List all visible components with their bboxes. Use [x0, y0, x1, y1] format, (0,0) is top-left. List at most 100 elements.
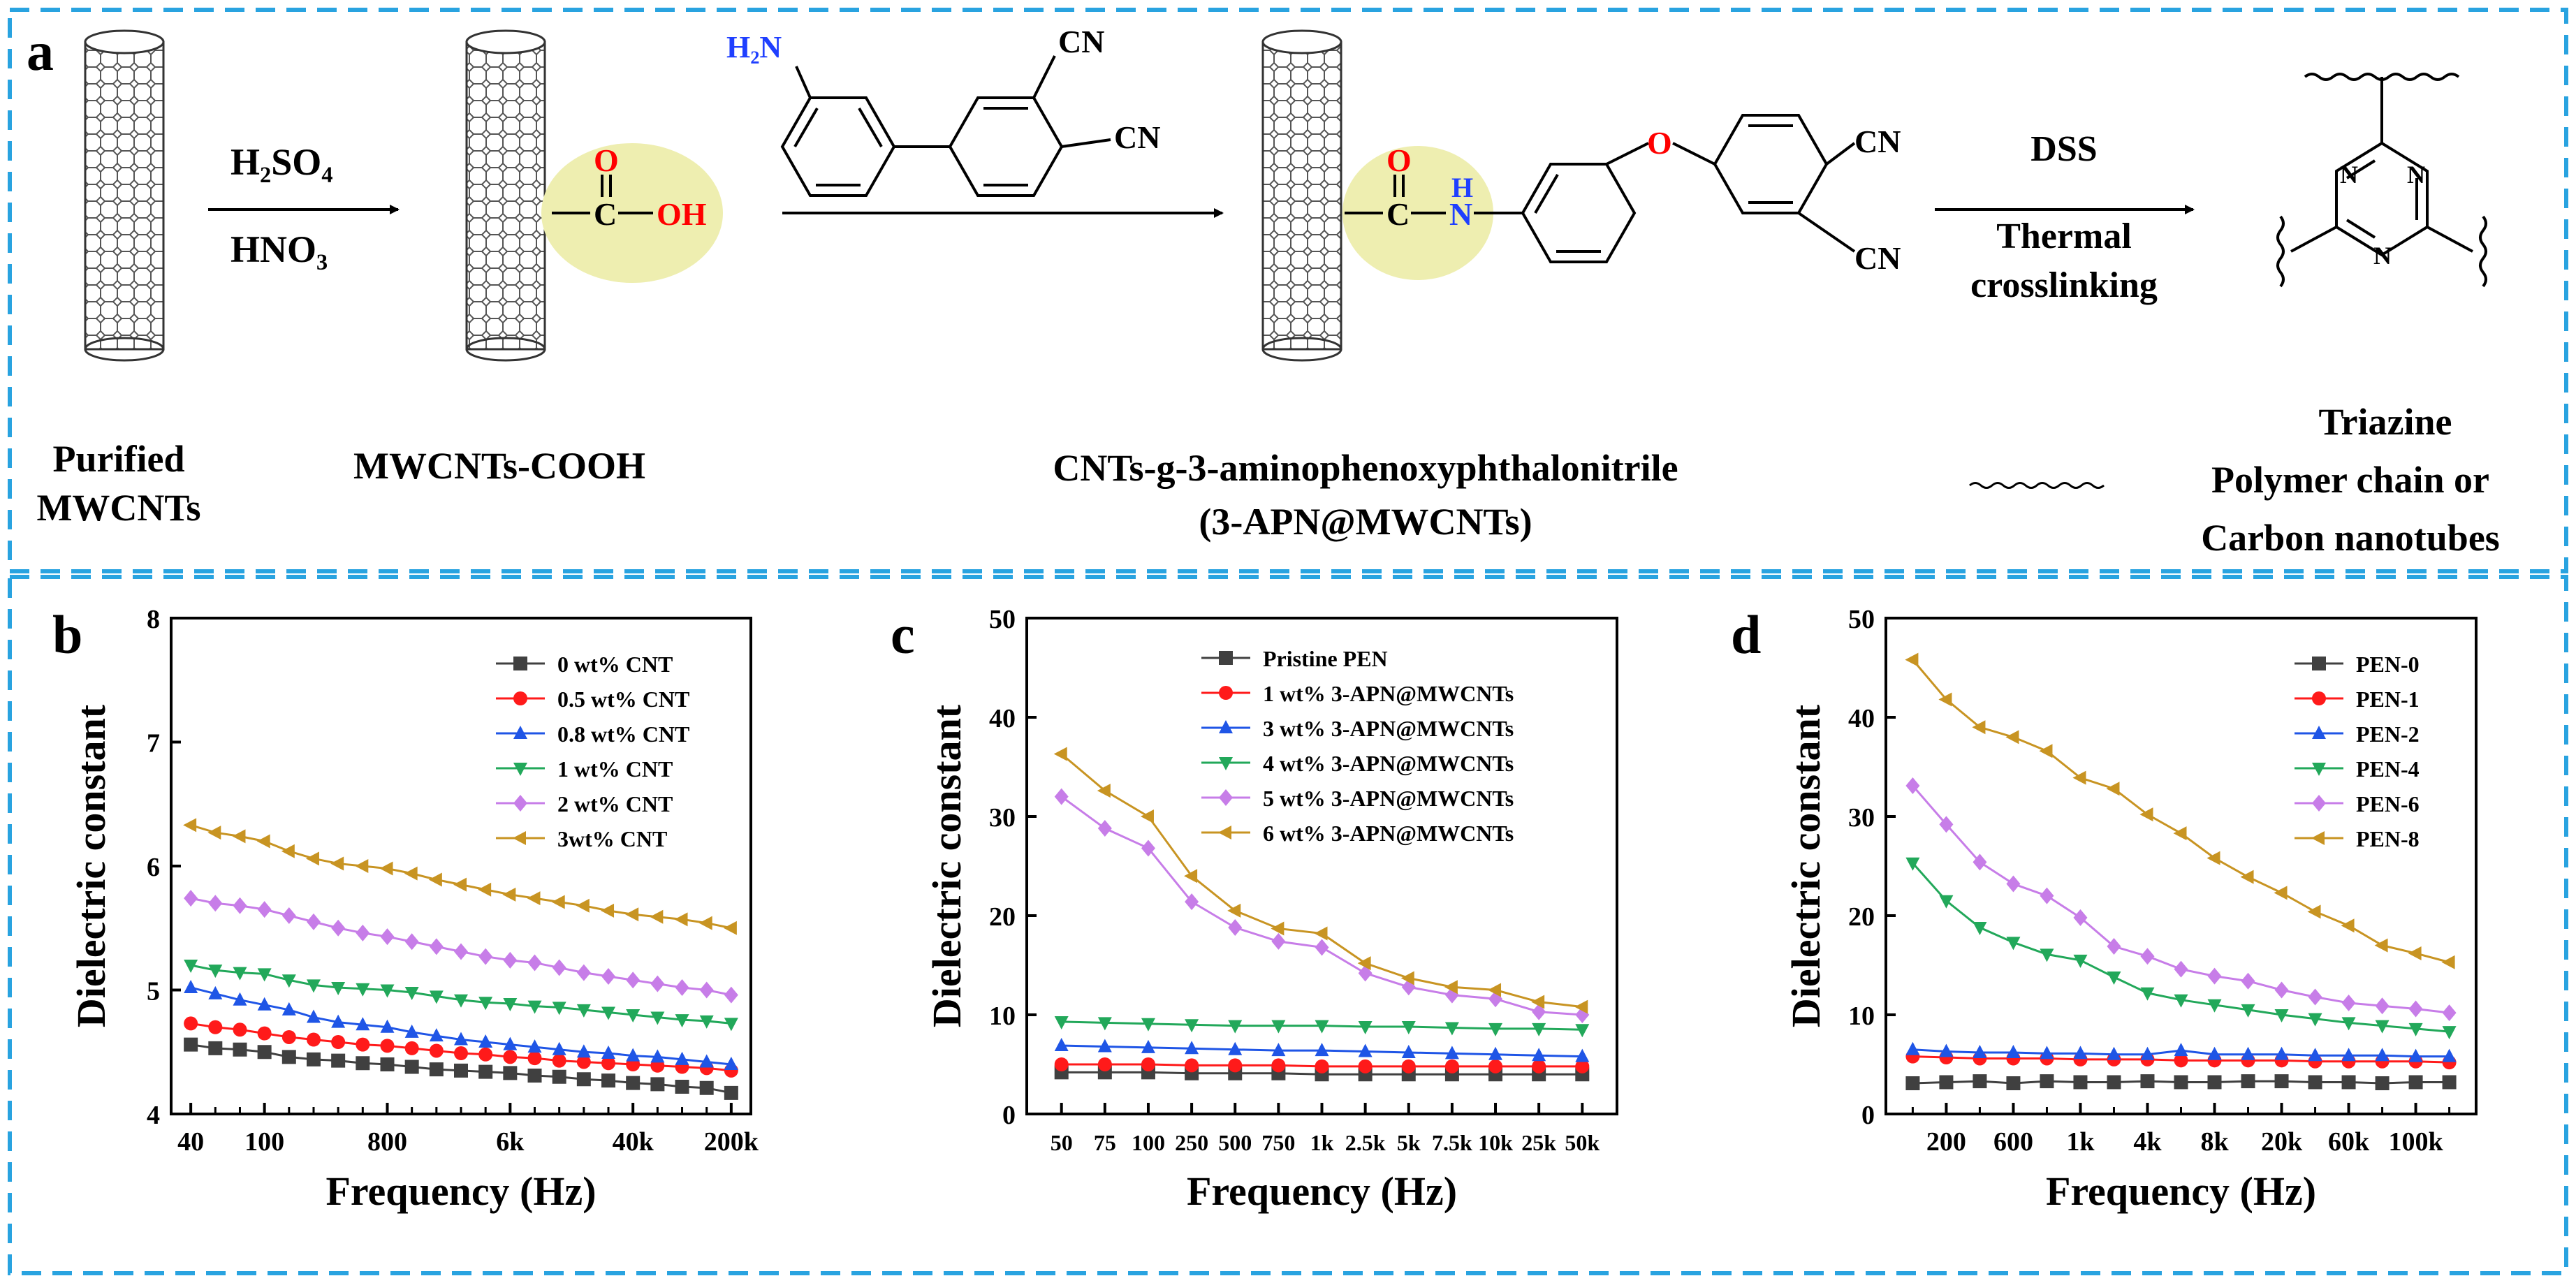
legend-entry: Pristine PEN — [1263, 646, 1388, 671]
data-point — [2308, 1075, 2322, 1090]
data-point — [233, 967, 247, 981]
legend-entry: PEN-2 — [2356, 721, 2420, 747]
data-point — [1185, 1041, 1199, 1055]
ether-oxygen: O — [1647, 125, 1672, 161]
legend-marker — [2312, 657, 2326, 670]
data-point — [2140, 1074, 2155, 1089]
data-point — [2408, 1048, 2423, 1062]
data-point — [576, 1072, 591, 1087]
legend-marker — [1219, 757, 1233, 770]
data-point — [1575, 1059, 1590, 1073]
data-point — [2241, 1046, 2255, 1060]
legend-entry: 3 wt% 3-APN@MWCNTs — [1263, 716, 1514, 741]
name-cooh: MWCNTs-COOH — [353, 445, 645, 487]
legend-marker — [513, 795, 527, 812]
data-point — [2341, 1048, 2356, 1062]
data-point — [2174, 1053, 2188, 1068]
data-point — [281, 907, 296, 924]
data-point — [650, 975, 665, 992]
data-point — [552, 1069, 566, 1084]
data-point — [1228, 1058, 1243, 1073]
x-tick-label: 4k — [2133, 1127, 2162, 1157]
data-point — [503, 1066, 518, 1080]
x-tick-label: 200 — [1926, 1127, 1966, 1157]
data-point — [2408, 1000, 2423, 1018]
legend-entry: 0.8 wt% CNT — [557, 721, 689, 747]
y-axis-label: Dielectric constant — [68, 704, 114, 1027]
name-grafted-line2: (3-APN@MWCNTs) — [1199, 501, 1532, 543]
data-point — [626, 1076, 641, 1090]
nanotube-grafted-icon — [1261, 29, 1342, 362]
x-tick-label: 75 — [1094, 1130, 1116, 1155]
data-point — [380, 984, 395, 998]
data-point — [2174, 1043, 2188, 1057]
data-point — [404, 1024, 419, 1038]
data-point — [1141, 840, 1155, 857]
data-point — [503, 1050, 518, 1064]
data-point — [2174, 960, 2188, 978]
data-point — [380, 928, 395, 946]
data-point — [675, 1051, 689, 1065]
x-tick-label: 20k — [2261, 1127, 2303, 1157]
x-tick-label: 50k — [1565, 1130, 1600, 1155]
data-point — [1357, 956, 1371, 971]
product-nitrile-2: CN — [1854, 240, 1901, 276]
y-axis-label: Dielectric constant — [924, 704, 969, 1027]
triazine-n-1: N — [2340, 161, 2358, 189]
y-tick-label: 0 — [1002, 1101, 1016, 1130]
data-point — [2341, 918, 2355, 933]
data-point — [675, 1014, 689, 1028]
data-point — [2374, 938, 2388, 953]
x-tick-label: 100 — [244, 1127, 284, 1157]
y-tick-label: 10 — [989, 1002, 1016, 1031]
data-point — [1315, 939, 1329, 956]
x-tick-label: 60k — [2328, 1127, 2370, 1157]
legend-marker — [513, 691, 527, 705]
data-point — [232, 829, 246, 844]
data-point — [331, 1014, 346, 1028]
y-tick-label: 30 — [989, 803, 1016, 833]
data-point — [2040, 1074, 2054, 1089]
data-point — [1905, 777, 1920, 794]
data-point — [380, 1057, 395, 1071]
data-point — [552, 959, 566, 976]
data-point — [2308, 1013, 2322, 1027]
data-point — [1141, 1018, 1155, 1032]
data-point — [675, 1079, 689, 1094]
data-point — [527, 954, 542, 972]
data-point — [2107, 972, 2121, 985]
data-point — [2441, 955, 2455, 969]
data-point — [331, 981, 346, 995]
legend-entry: 1 wt% 3-APN@MWCNTs — [1263, 681, 1514, 706]
data-point — [208, 965, 223, 978]
data-point — [379, 861, 393, 876]
x-tick-label: 40 — [177, 1127, 204, 1157]
data-point — [2174, 1075, 2188, 1090]
data-point — [1054, 788, 1069, 805]
data-point — [404, 1060, 419, 1074]
border-bottom-panel — [8, 575, 2568, 1275]
data-point — [724, 1057, 738, 1070]
x-axis-label: Frequency (Hz) — [1187, 1168, 1457, 1214]
data-point — [2207, 1046, 2222, 1060]
legend-entry: 4 wt% 3-APN@MWCNTs — [1263, 751, 1514, 776]
data-point — [527, 1000, 542, 1014]
legend-marker — [1219, 720, 1233, 733]
data-point — [1938, 692, 1952, 707]
data-point — [2375, 1048, 2390, 1062]
data-point — [1575, 1024, 1590, 1038]
data-point — [675, 978, 689, 996]
y-tick-label: 7 — [147, 729, 160, 758]
data-point — [1097, 1039, 1112, 1053]
data-point — [1939, 895, 1954, 909]
data-point — [1401, 1021, 1416, 1035]
data-point — [1488, 1022, 1503, 1036]
data-point — [1532, 1059, 1546, 1073]
phenoxy-phthalonitrile-structure — [1474, 114, 1856, 263]
data-point — [2341, 994, 2356, 1011]
data-point — [281, 844, 295, 858]
data-point — [2274, 886, 2288, 900]
data-point — [626, 972, 641, 989]
legend-entry: PEN-4 — [2356, 756, 2420, 782]
